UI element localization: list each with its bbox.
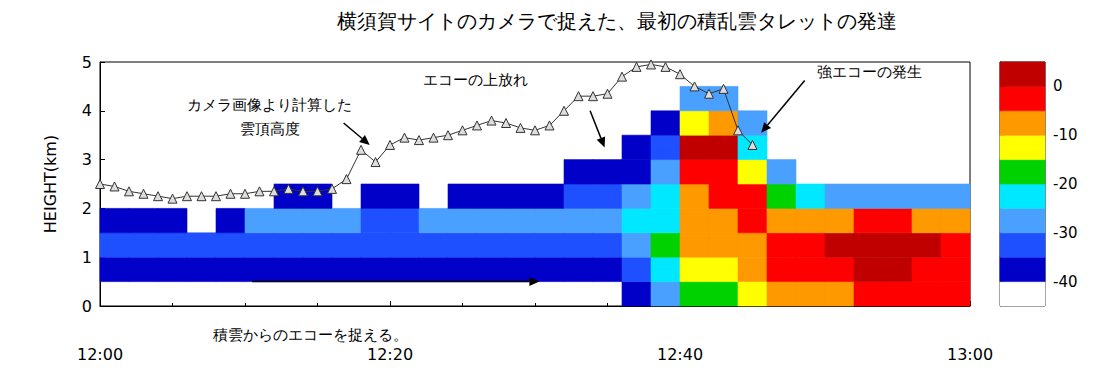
svg-text:2: 2 [82,199,92,218]
svg-text:12:20: 12:20 [367,345,413,364]
svg-text:0: 0 [1053,77,1063,95]
svg-text:1: 1 [82,248,92,267]
svg-text:-40: -40 [1053,273,1078,291]
svg-text:エコーの上放れ: エコーの上放れ [423,71,528,89]
svg-text:13:00: 13:00 [947,345,993,364]
svg-text:4: 4 [82,101,92,120]
svg-text:強エコーの発生: 強エコーの発生 [817,63,922,81]
svg-text:5: 5 [82,53,92,72]
svg-text:-10: -10 [1053,126,1078,144]
svg-text:カメラ画像より計算した: カメラ画像より計算した [187,96,352,114]
svg-text:横須賀サイトのカメラで捉えた、最初の積乱雲タレットの発達: 横須賀サイトのカメラで捉えた、最初の積乱雲タレットの発達 [337,9,897,33]
svg-text:3: 3 [82,150,92,169]
svg-text:0: 0 [82,297,92,316]
svg-text:雲頂高度: 雲頂高度 [240,120,300,138]
svg-text:12:00: 12:00 [77,345,123,364]
svg-text:-20: -20 [1053,175,1078,193]
svg-text:-30: -30 [1053,224,1078,242]
svg-text:積雲からのエコーを捉える。: 積雲からのエコーを捉える。 [213,326,408,344]
svg-text:12:40: 12:40 [657,345,703,364]
svg-text:HEIGHT(km): HEIGHT(km) [41,135,60,233]
